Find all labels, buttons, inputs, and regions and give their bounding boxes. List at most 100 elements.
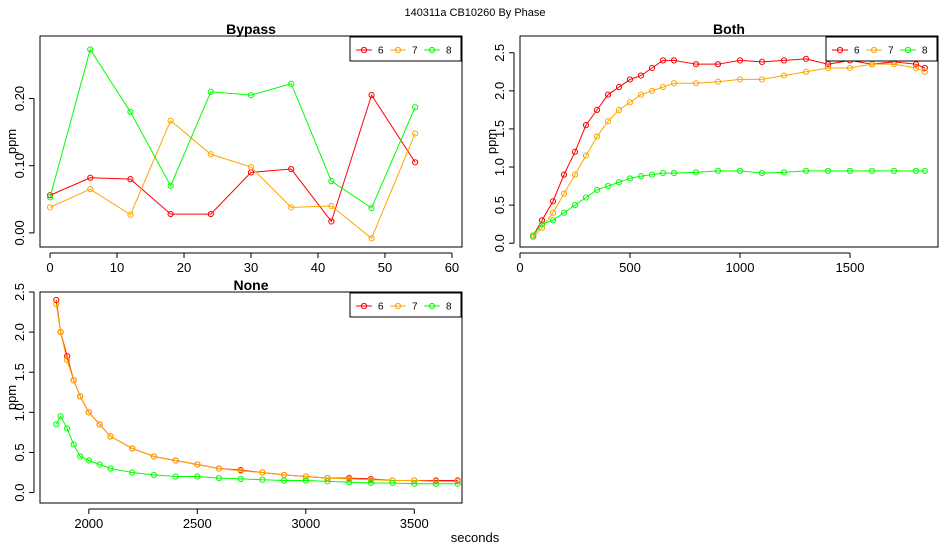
y-tick-label: 2.5: [12, 283, 27, 301]
data-point: [846, 64, 854, 72]
panel-title: None: [234, 277, 269, 293]
data-point: [582, 194, 590, 201]
plot-area: [46, 46, 419, 242]
legend-swatch-marker: [428, 302, 436, 310]
x-tick-label: 3000: [291, 516, 320, 531]
legend-swatch-marker: [428, 46, 436, 54]
legend-label: 8: [922, 46, 928, 57]
data-point: [302, 473, 309, 480]
data-point: [215, 465, 223, 472]
data-point: [412, 104, 419, 111]
series-6: [53, 296, 461, 484]
data-point: [87, 186, 94, 193]
data-point: [368, 235, 375, 242]
legend-box: [825, 36, 938, 62]
data-point: [912, 167, 920, 174]
data-point: [868, 167, 876, 174]
data-point: [692, 61, 700, 68]
data-point: [412, 159, 419, 166]
data-point: [582, 152, 590, 159]
plot-area: [53, 296, 461, 487]
data-point: [167, 117, 174, 124]
series-line: [49, 119, 416, 240]
series-6: [530, 55, 928, 239]
data-point: [77, 393, 84, 400]
x-tick-label: 500: [619, 260, 641, 275]
data-point: [324, 475, 331, 482]
data-point: [670, 170, 678, 177]
data-point: [57, 413, 64, 420]
y-axis-label: ppm: [4, 385, 19, 410]
data-point: [288, 165, 295, 173]
data-point: [626, 99, 634, 106]
data-point: [46, 194, 54, 201]
page-title: 140311a CB10260 By Phase: [404, 7, 545, 19]
y-tick-label: 1.5: [492, 120, 507, 138]
data-point: [172, 473, 179, 480]
data-point: [237, 467, 244, 475]
data-point: [560, 190, 568, 197]
data-point: [604, 91, 612, 98]
data-point: [659, 57, 667, 64]
data-point: [85, 457, 92, 464]
data-point: [615, 106, 623, 113]
panel-2: None ppm 2000 2500 3000 3500 0.0 0.5 1.0 1.5 2.0 2.…: [4, 277, 463, 531]
data-point: [57, 329, 64, 336]
data-point: [346, 475, 353, 483]
data-point: [714, 78, 722, 85]
x-tick-label: 50: [378, 260, 392, 275]
legend-swatch-marker: [904, 46, 912, 54]
series-7: [53, 300, 461, 485]
data-point: [921, 68, 928, 75]
series-line: [532, 58, 925, 236]
data-point: [593, 106, 601, 113]
data-point: [411, 480, 418, 487]
data-point: [912, 61, 920, 68]
y-axis-label: ppm: [484, 129, 499, 154]
x-tick-label: 60: [445, 260, 459, 275]
series-7: [530, 61, 928, 241]
y-tick-label: 1.0: [492, 158, 507, 176]
y-tick-label: 1.0: [12, 403, 27, 421]
data-point: [890, 61, 898, 68]
data-point: [207, 151, 214, 158]
data-point: [70, 377, 77, 384]
data-point: [736, 57, 744, 64]
data-point: [780, 169, 788, 176]
legend-label: 7: [412, 302, 418, 313]
data-point: [538, 221, 546, 228]
data-point: [207, 210, 214, 218]
data-point: [921, 64, 928, 72]
y-tick-label: 0.0: [12, 484, 27, 502]
data-point: [107, 465, 114, 472]
legend-label: 7: [888, 46, 894, 57]
data-point: [194, 461, 201, 468]
data-point: [692, 169, 700, 176]
series-7: [46, 117, 419, 242]
data-point: [302, 477, 309, 484]
legend: 6 7 8: [349, 36, 462, 62]
data-point: [150, 453, 158, 460]
y-axis-label: ppm: [4, 129, 19, 154]
plot-frame: [39, 35, 463, 248]
data-point: [714, 61, 722, 68]
data-point: [259, 476, 266, 483]
data-point: [172, 457, 179, 464]
data-point: [890, 167, 898, 174]
data-point: [346, 479, 353, 486]
plot-frame: [39, 291, 463, 504]
data-point: [368, 92, 375, 99]
series-line: [532, 63, 925, 238]
series-line: [49, 93, 416, 223]
data-point: [288, 80, 295, 87]
legend-box: [349, 292, 462, 318]
y-tick-label: 0.0: [492, 234, 507, 252]
data-point: [637, 72, 645, 79]
data-point: [780, 57, 788, 64]
data-point: [571, 148, 579, 155]
data-point: [736, 167, 744, 174]
data-point: [150, 471, 158, 479]
data-point: [53, 421, 60, 428]
data-point: [648, 87, 656, 94]
data-point: [604, 118, 612, 125]
